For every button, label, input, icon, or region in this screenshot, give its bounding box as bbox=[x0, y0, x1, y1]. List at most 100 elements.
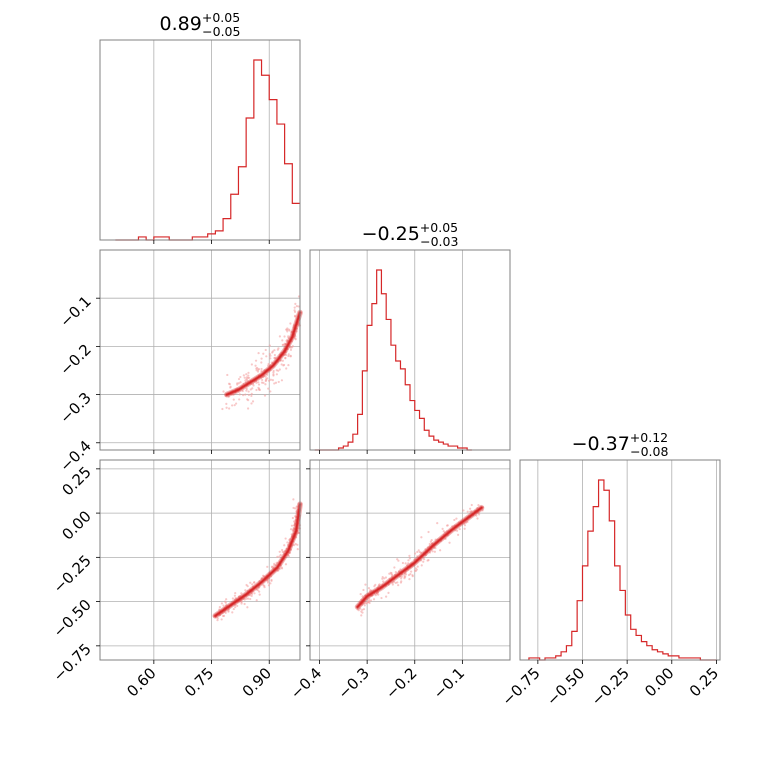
contour-2-0-point bbox=[297, 531, 300, 535]
contour-2-1-point bbox=[441, 527, 444, 530]
contour-1-0-point bbox=[222, 390, 225, 393]
hist-0-frame bbox=[99, 39, 301, 241]
contour-1-0-point bbox=[252, 384, 255, 387]
contour-2-1-point bbox=[407, 559, 410, 562]
contour-2-0-point bbox=[295, 505, 298, 508]
contour-2-0-point bbox=[266, 565, 269, 568]
contour-2-0-point bbox=[251, 583, 254, 586]
contour-1-0-point bbox=[233, 404, 236, 407]
contour-2-0-point bbox=[278, 550, 281, 553]
contour-1-0-point bbox=[275, 373, 278, 376]
contour-2-1-point bbox=[373, 585, 376, 588]
contour-1-0-point bbox=[280, 363, 283, 366]
contour-1-0-point bbox=[241, 389, 244, 393]
hist-2-xtick-label: −0.50 bbox=[543, 664, 588, 709]
contour-2-1-point bbox=[359, 593, 362, 596]
contour-1-0-point bbox=[294, 302, 297, 305]
contour-2-0-point bbox=[223, 600, 227, 603]
contour-2-1-point bbox=[363, 604, 366, 607]
contour-2-0-point bbox=[216, 619, 219, 622]
contour-1-0-point bbox=[293, 306, 296, 309]
hist-2-title: −0.37+0.12 −0.08 bbox=[572, 430, 669, 459]
contour-2-1-point bbox=[408, 557, 412, 560]
hist-2-xtick-label: −0.25 bbox=[588, 664, 633, 709]
contour-1-0-point bbox=[254, 364, 257, 367]
contour-2-0-point bbox=[260, 576, 263, 580]
contour-2-0-point bbox=[258, 590, 261, 593]
contour-1-0-ytick-label: −0.1 bbox=[56, 292, 94, 330]
hist-0 bbox=[115, 40, 300, 241]
contour-1-0-point bbox=[261, 378, 264, 381]
contour-1-0-point bbox=[226, 373, 229, 377]
contour-1-0-point bbox=[258, 388, 261, 392]
contour-2-1-point bbox=[458, 527, 461, 531]
contour-1-0-point bbox=[287, 328, 290, 331]
contour-1-0-point bbox=[257, 381, 260, 384]
contour-2-0-point bbox=[290, 533, 293, 536]
contour-2-1-point bbox=[391, 583, 394, 586]
contour-1-0-point bbox=[231, 404, 234, 407]
contour-2-0-point bbox=[240, 602, 243, 605]
contour-2-1-point bbox=[364, 583, 367, 586]
contour-2-0-point bbox=[250, 594, 253, 597]
contour-1-0-point bbox=[272, 369, 275, 373]
contour-1-0-point bbox=[246, 398, 249, 401]
contour-2-1-point bbox=[387, 591, 390, 594]
contour-2-0-point bbox=[293, 524, 296, 527]
contour-2-1-point bbox=[394, 571, 397, 574]
hist-0-title: 0.89+0.05 −0.05 bbox=[160, 10, 241, 39]
contour-2-1-point bbox=[408, 578, 411, 581]
contour-2-1-point bbox=[430, 538, 433, 542]
contour-2-1-point bbox=[390, 571, 393, 575]
contour-2-0-point bbox=[290, 524, 294, 527]
contour-2-0-point bbox=[280, 566, 283, 569]
contour-2-1-point bbox=[470, 503, 473, 507]
contour-1-0-point bbox=[283, 335, 286, 338]
contour-1-0-point bbox=[221, 407, 224, 411]
contour-2-1-point bbox=[361, 611, 364, 614]
contour-1-0-point bbox=[260, 370, 263, 373]
contour-2-0-point bbox=[281, 548, 284, 552]
contour-2-1-point bbox=[469, 510, 472, 513]
contour-1-0-point bbox=[283, 342, 287, 345]
contour-1-0-point bbox=[245, 373, 248, 376]
contour-2-1-point bbox=[372, 598, 376, 601]
contour-2-0-point bbox=[253, 592, 256, 595]
contour-2-1-point bbox=[388, 572, 391, 575]
contour-1-0-point bbox=[267, 387, 270, 390]
contour-2-1-point bbox=[396, 581, 399, 584]
contour-2-1-point bbox=[368, 597, 371, 600]
contour-1-0-point bbox=[227, 395, 230, 398]
contour-2-1-point bbox=[444, 537, 447, 540]
contour-2-1-point bbox=[453, 518, 456, 522]
contour-2-1-point bbox=[397, 559, 400, 562]
contour-1-0-point bbox=[242, 374, 245, 377]
contour-2-1-point bbox=[361, 595, 364, 598]
contour-1-0-point bbox=[236, 383, 239, 386]
contour-1-0-point bbox=[273, 356, 276, 360]
contour-2-0-point bbox=[293, 520, 296, 523]
contour-2-1-point bbox=[446, 524, 449, 527]
contour-2-0-point bbox=[249, 581, 252, 584]
contour-2-0-point bbox=[262, 574, 265, 577]
contour-1-0-point bbox=[263, 394, 267, 397]
contour-2-0-point bbox=[245, 597, 248, 600]
contour-2-0-point bbox=[227, 609, 230, 612]
contour-2-1-point bbox=[360, 614, 363, 617]
contour-2-1-xtick-label: −0.2 bbox=[382, 664, 420, 702]
contour-1-0-point bbox=[260, 361, 263, 364]
contour-2-1-point bbox=[457, 533, 460, 536]
hist-1-frame bbox=[309, 249, 511, 451]
contour-1-0-point bbox=[247, 393, 251, 397]
hist-2 bbox=[528, 460, 717, 661]
contour-2-1-point bbox=[455, 529, 459, 532]
contour-2-1-point bbox=[411, 575, 414, 578]
contour-2-1-point bbox=[415, 568, 418, 571]
contour-2-1-point bbox=[409, 572, 412, 576]
contour-1-0-point bbox=[262, 352, 265, 355]
contour-1-0-point bbox=[287, 354, 290, 358]
contour-2-0-point bbox=[231, 597, 234, 600]
contour-2-1-point bbox=[436, 522, 439, 525]
hist-0-histogram bbox=[115, 59, 300, 241]
